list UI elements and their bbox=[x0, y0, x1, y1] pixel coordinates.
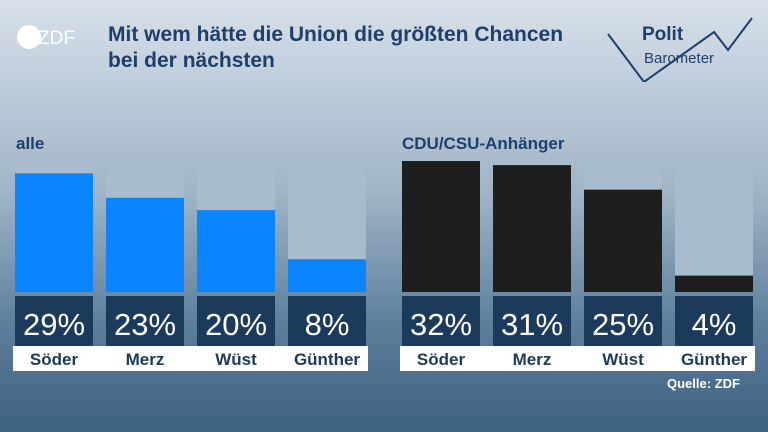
source-note: Quelle: ZDF bbox=[667, 376, 740, 391]
name-strip-all bbox=[13, 346, 368, 371]
value-label-all-wüst: 20% bbox=[205, 307, 267, 342]
value-label-cdu-söder: 32% bbox=[410, 307, 472, 342]
value-box-all-söder bbox=[15, 296, 93, 346]
bar-cdu-söder bbox=[402, 161, 480, 292]
brand-polit: Polit bbox=[642, 24, 684, 45]
category-label-all-merz: Merz bbox=[126, 350, 165, 369]
value-box-cdu-günther bbox=[675, 296, 753, 346]
bar-cdu-günther bbox=[675, 275, 753, 292]
bar-all-wüst bbox=[197, 210, 275, 292]
value-label-cdu-wüst: 25% bbox=[592, 307, 654, 342]
panel-title-all: alle bbox=[16, 134, 45, 153]
value-box-cdu-wüst bbox=[584, 296, 662, 346]
value-box-all-merz bbox=[106, 296, 184, 346]
value-box-all-wüst bbox=[197, 296, 275, 346]
value-box-all-günther bbox=[288, 296, 366, 346]
brand-barometer: Barometer bbox=[644, 50, 715, 67]
value-label-cdu-günther: 4% bbox=[692, 307, 737, 342]
page-title: Mit wem hätte die Union die größten Chan… bbox=[108, 23, 564, 72]
category-label-cdu-söder: Söder bbox=[417, 350, 466, 369]
category-label-cdu-merz: Merz bbox=[513, 350, 552, 369]
category-label-all-wüst: Wüst bbox=[215, 350, 257, 369]
bar-all-söder bbox=[15, 173, 93, 292]
category-label-all-günther: Günther bbox=[294, 350, 360, 369]
value-label-all-günther: 8% bbox=[305, 307, 350, 342]
category-label-cdu-günther: Günther bbox=[681, 350, 747, 369]
value-label-cdu-merz: 31% bbox=[501, 307, 563, 342]
bar-track-cdu-günther bbox=[675, 161, 753, 292]
bar-cdu-merz bbox=[493, 165, 571, 292]
bar-cdu-wüst bbox=[584, 189, 662, 292]
value-box-cdu-merz bbox=[493, 296, 571, 346]
value-label-all-merz: 23% bbox=[114, 307, 176, 342]
name-strip-cdu bbox=[400, 346, 755, 371]
category-label-cdu-wüst: Wüst bbox=[602, 350, 644, 369]
value-box-cdu-söder bbox=[402, 296, 480, 346]
value-label-all-söder: 29% bbox=[23, 307, 85, 342]
panel-title-cdu: CDU/CSU-Anhänger bbox=[402, 134, 565, 153]
bar-all-merz bbox=[106, 197, 184, 292]
category-label-all-söder: Söder bbox=[30, 350, 79, 369]
politbarometer-logo-graphic bbox=[607, 17, 753, 82]
zdf-logo: ZDF bbox=[17, 25, 75, 49]
bar-all-günther bbox=[288, 259, 366, 292]
zdf-logo-text: ZDF bbox=[38, 28, 75, 49]
